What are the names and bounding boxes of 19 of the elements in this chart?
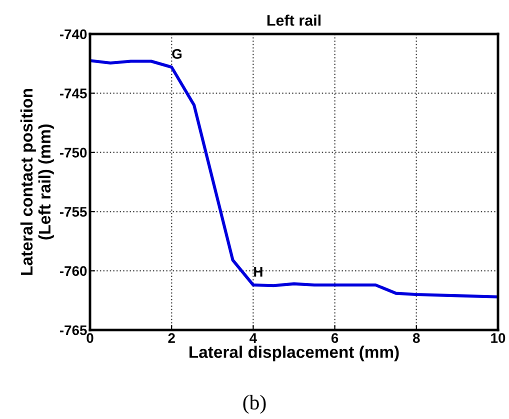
x-tick-label: 4 <box>250 333 257 343</box>
x-axis-title: Lateral displacement (mm) <box>190 346 399 362</box>
y-tick-label: -745 <box>60 88 87 98</box>
annotation: H <box>254 267 262 277</box>
y-tick-label: -740 <box>60 29 87 40</box>
x-tick-label: 10 <box>491 333 506 343</box>
y-tick-label: -765 <box>60 325 87 336</box>
annotation: G <box>172 49 182 59</box>
y-tick-label: -750 <box>60 148 87 158</box>
chart-title: Left rail <box>267 14 321 26</box>
text: (b) <box>243 394 266 414</box>
y-tick-label: -755 <box>60 207 87 217</box>
y-axis-title: Lateral contact position (Left rail) (mm) <box>20 89 54 275</box>
x-tick-label: 0 <box>86 333 94 343</box>
y-tick-label: -760 <box>60 266 87 276</box>
line-series <box>90 59 498 298</box>
x-tick-label: 2 <box>168 333 175 343</box>
x-tick-label: 8 <box>412 333 420 343</box>
x-tick-label: 6 <box>331 333 338 343</box>
